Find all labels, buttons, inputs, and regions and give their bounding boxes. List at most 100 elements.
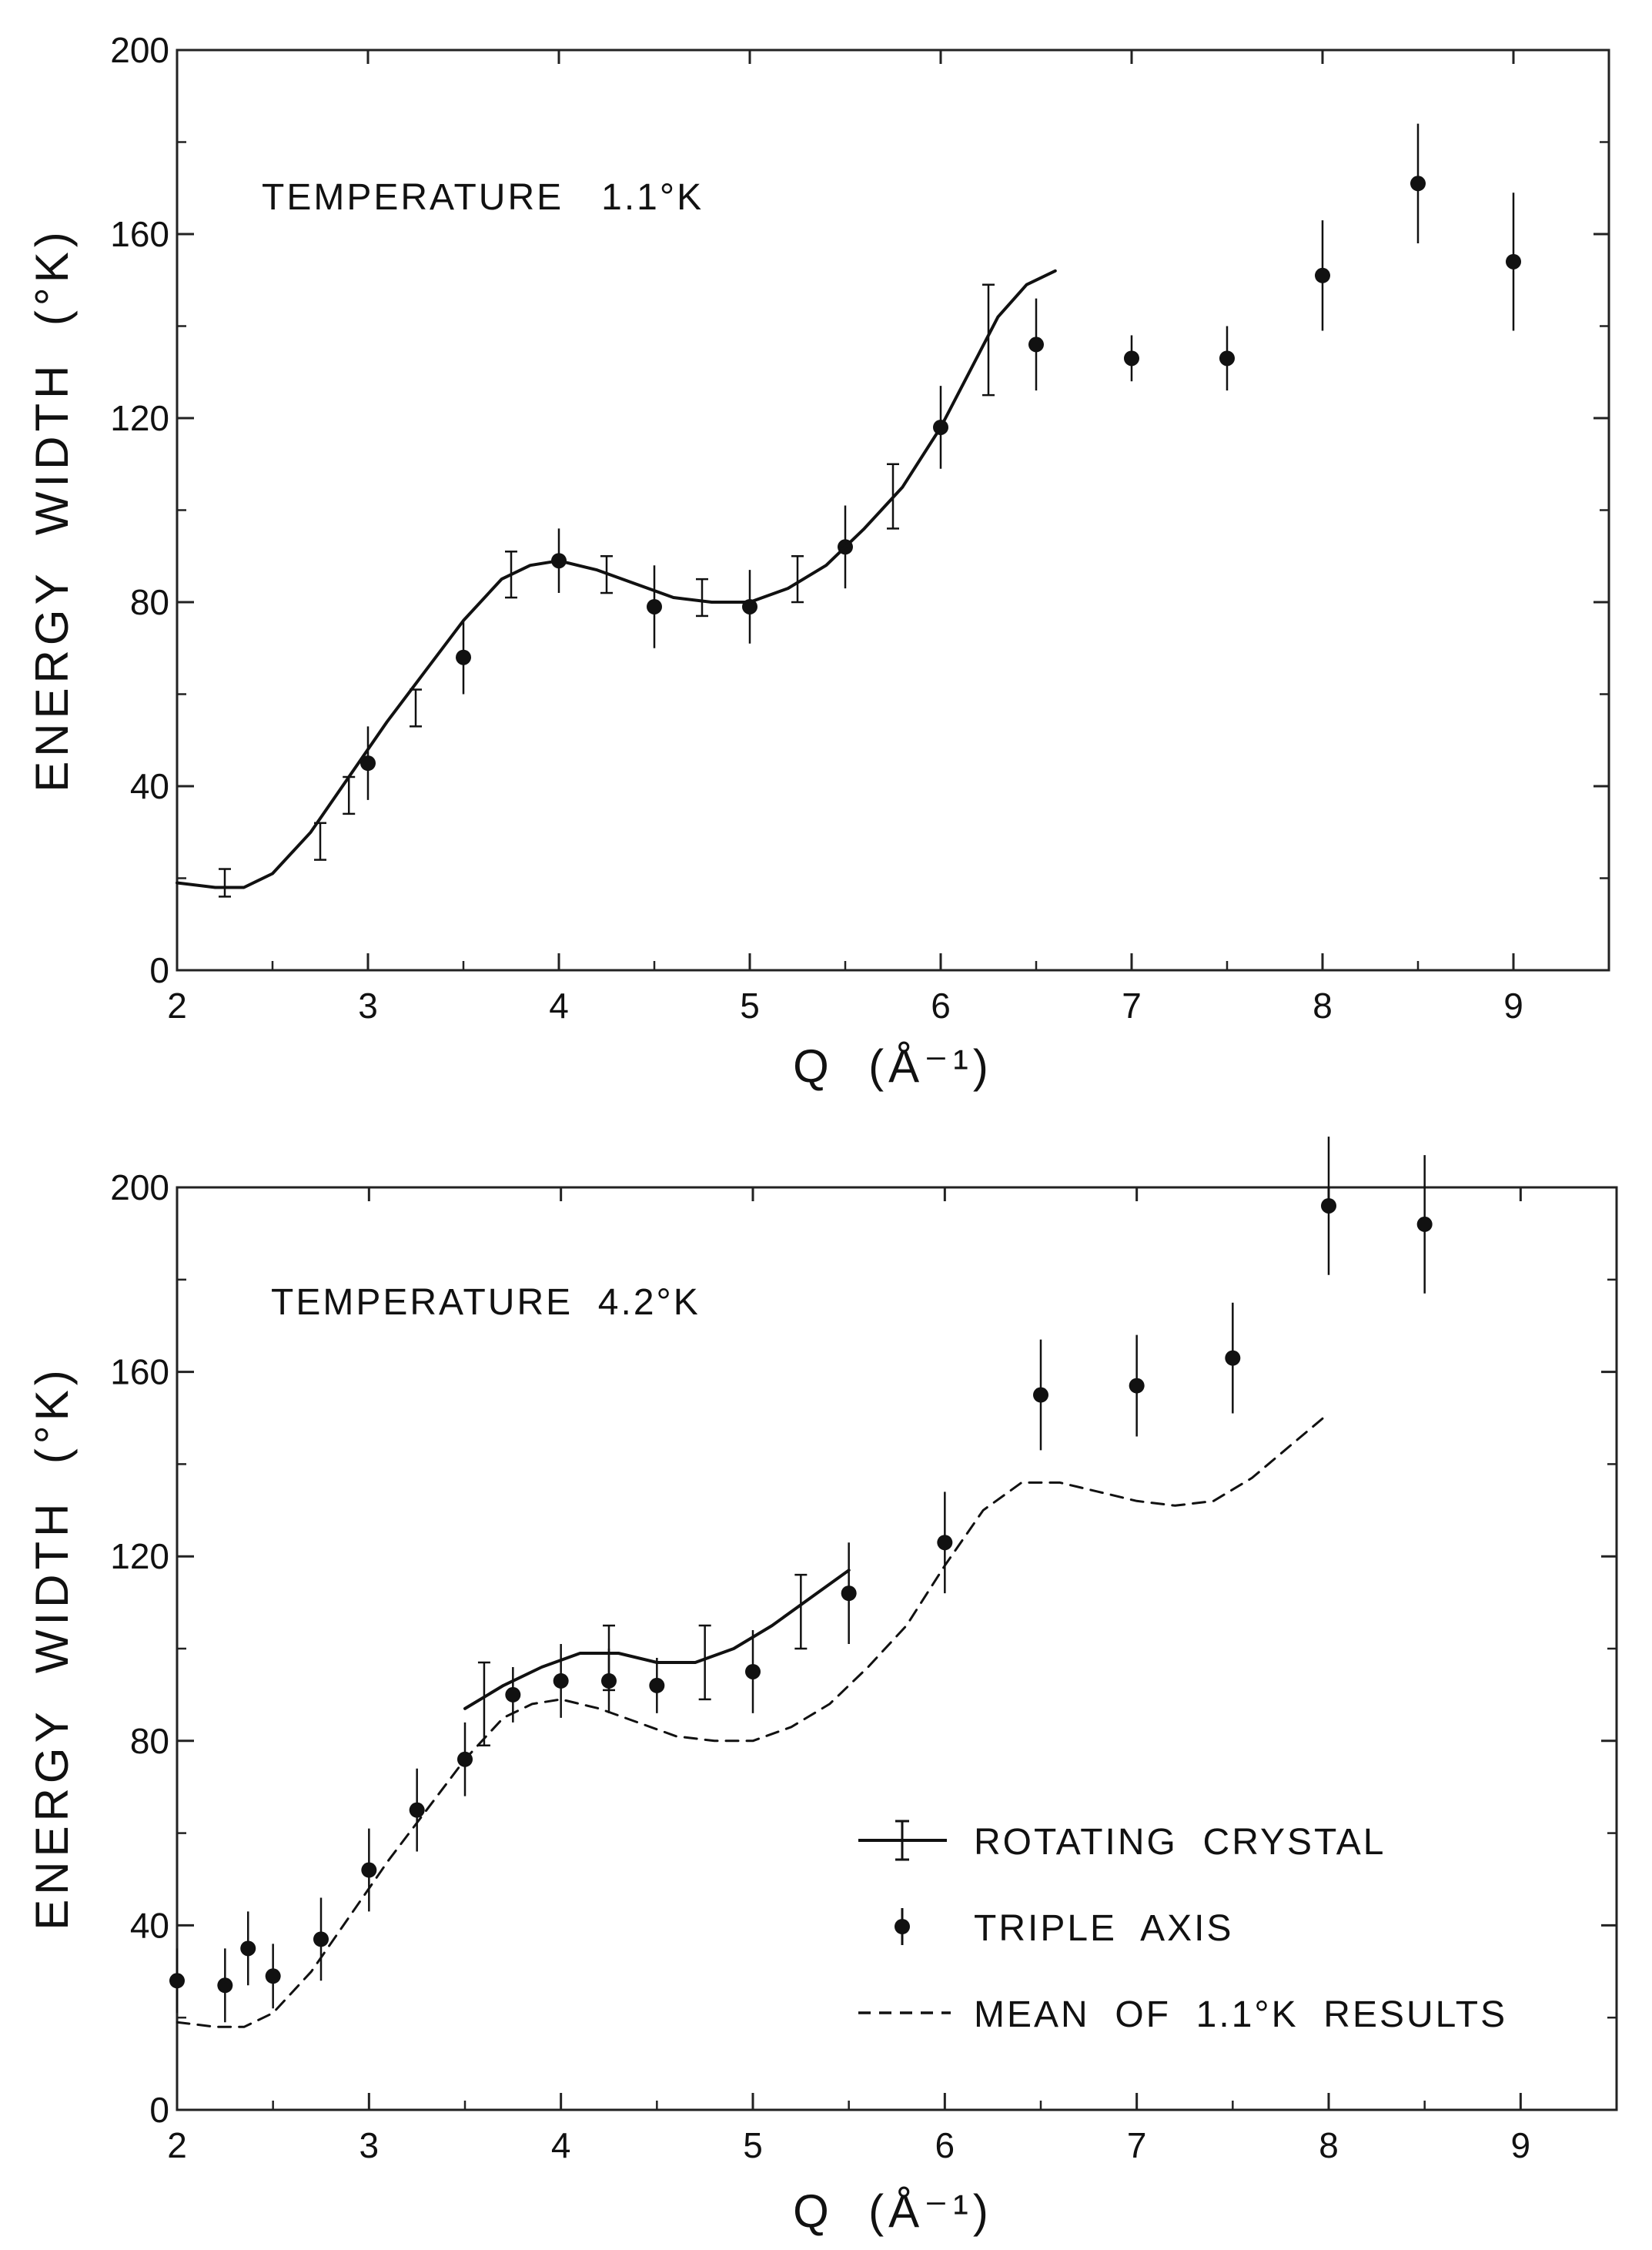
y-tick-label: 120 xyxy=(110,398,169,438)
triple-axis-point xyxy=(745,1630,761,1713)
rotating-crystal-point xyxy=(698,1624,711,1701)
x-axis: 2 3 4 5 6 7 8 9 xyxy=(167,50,1523,1026)
triple-axis-point xyxy=(1321,1137,1336,1275)
x-tick-label: 2 xyxy=(167,986,187,1026)
triple-axis-point xyxy=(647,565,662,648)
data-dot xyxy=(601,1672,617,1689)
data-dot xyxy=(1129,1378,1145,1394)
mean-curve-dashed xyxy=(176,1412,1330,2028)
x-tick-label: 8 xyxy=(1319,2125,1339,2165)
triple-axis-point xyxy=(217,1948,233,2023)
legend-item-mean-1-1K: MEAN OF 1.1°K RESULTS xyxy=(858,1994,1507,2035)
y-tick-label: 40 xyxy=(130,766,169,806)
x-axis-label: Q (Å⁻¹) xyxy=(793,2185,993,2237)
data-dot xyxy=(456,649,471,665)
x-tick-label: 9 xyxy=(1503,986,1523,1026)
data-dot xyxy=(361,1862,377,1878)
y-tick-label: 0 xyxy=(149,950,169,990)
panel-title: TEMPERATURE 4.2°K xyxy=(271,1282,701,1323)
data-dot xyxy=(1219,350,1235,367)
data-dot xyxy=(1506,253,1521,270)
triple-axis-point xyxy=(742,570,757,644)
triple-axis-point xyxy=(1410,123,1426,243)
x-tick-label: 7 xyxy=(1122,986,1142,1026)
data-dot xyxy=(647,598,662,614)
data-dot xyxy=(1321,1197,1336,1214)
legend-swatch-dot xyxy=(895,1919,910,1934)
triple-axis-point xyxy=(169,1948,185,2014)
data-series xyxy=(169,1137,1433,2028)
triple-axis-point xyxy=(1315,220,1330,331)
data-dot xyxy=(937,1535,953,1551)
x-axis: 2 3 4 5 6 7 8 9 xyxy=(167,1187,1530,2165)
triple-axis-point xyxy=(265,1944,281,2009)
x-tick-label: 6 xyxy=(935,2125,955,2165)
rotating-crystal-point xyxy=(791,555,804,604)
x-tick-label: 9 xyxy=(1511,2125,1531,2165)
rotating-crystal-point xyxy=(219,868,231,898)
triple-axis-point xyxy=(360,726,376,800)
data-dot xyxy=(1033,1387,1048,1403)
data-series xyxy=(176,123,1521,898)
triple-axis-point xyxy=(1129,1334,1145,1437)
legend-label: ROTATING CRYSTAL xyxy=(974,1822,1386,1863)
data-dot xyxy=(505,1686,521,1703)
fit-curve xyxy=(176,269,1057,889)
triple-axis-point xyxy=(601,1649,617,1713)
data-dot xyxy=(1416,1216,1433,1232)
triple-axis-point xyxy=(1124,335,1139,382)
data-dot xyxy=(1028,336,1044,353)
x-tick-label: 4 xyxy=(551,2125,571,2165)
data-dot xyxy=(649,1677,665,1693)
data-dot xyxy=(1315,267,1330,283)
triple-axis-point xyxy=(1416,1155,1433,1294)
rotating-crystal-point xyxy=(696,578,708,618)
rotating-crystal-point xyxy=(410,688,422,728)
data-dot xyxy=(169,1973,185,1989)
y-tick-label: 80 xyxy=(130,582,169,622)
triple-axis-point xyxy=(1506,193,1521,331)
legend-label: MEAN OF 1.1°K RESULTS xyxy=(974,1994,1507,2035)
data-dot xyxy=(265,1968,281,1984)
panel-title: TEMPERATURE 1.1°K xyxy=(262,177,704,218)
data-dot xyxy=(360,755,376,772)
triple-axis-point xyxy=(1033,1339,1048,1451)
data-dot xyxy=(240,1940,256,1957)
x-tick-label: 8 xyxy=(1313,986,1333,1026)
data-dot xyxy=(313,1931,329,1947)
y-axis: 0 40 80 120 160 200 xyxy=(110,1167,1617,2130)
x-tick-label: 3 xyxy=(358,986,378,1026)
triple-axis-point xyxy=(937,1492,953,1594)
triple-axis-point xyxy=(409,1768,425,1852)
y-tick-label: 200 xyxy=(110,30,169,70)
data-dot xyxy=(217,1977,233,1994)
data-dot xyxy=(841,1585,857,1602)
x-tick-label: 4 xyxy=(549,986,569,1026)
triple-axis-point xyxy=(1225,1302,1241,1414)
triple-axis-point xyxy=(1028,298,1044,391)
y-tick-label: 120 xyxy=(110,1536,169,1576)
chart-panel-4-2K: 2 3 4 5 6 7 8 9 0 40 80 120 160 200 TEMPERATURE 4.2°… xyxy=(26,1137,1618,2237)
rotating-crystal-point xyxy=(477,1661,490,1747)
y-axis-label: ENERGY WIDTH (°K) xyxy=(26,1365,78,1930)
triple-axis-point xyxy=(313,1897,329,1981)
y-tick-label: 160 xyxy=(110,1352,169,1392)
y-tick-label: 200 xyxy=(110,1167,169,1207)
x-tick-label: 6 xyxy=(931,986,951,1026)
fit-curve xyxy=(463,1569,851,1710)
y-tick-label: 80 xyxy=(130,1721,169,1761)
data-dot xyxy=(409,1802,425,1818)
legend-item-triple-axis: TRIPLE AXIS xyxy=(895,1908,1231,1949)
chart-panel-1-1K: 2 3 4 5 6 7 8 9 0 40 80 120 160 200 TEMPERATURE 1.1°… xyxy=(26,30,1610,1092)
triple-axis-point xyxy=(841,1542,857,1645)
x-tick-label: 3 xyxy=(359,2125,380,2165)
y-tick-label: 0 xyxy=(149,2090,169,2130)
rotating-crystal-point xyxy=(314,822,326,861)
triple-axis-point xyxy=(1219,326,1235,391)
y-tick-label: 160 xyxy=(110,214,169,254)
plot-frame xyxy=(176,1186,1618,2111)
y-axis: 0 40 80 120 160 200 xyxy=(110,30,1609,990)
x-tick-label: 5 xyxy=(743,2125,763,2165)
rotating-crystal-point xyxy=(794,1573,808,1650)
